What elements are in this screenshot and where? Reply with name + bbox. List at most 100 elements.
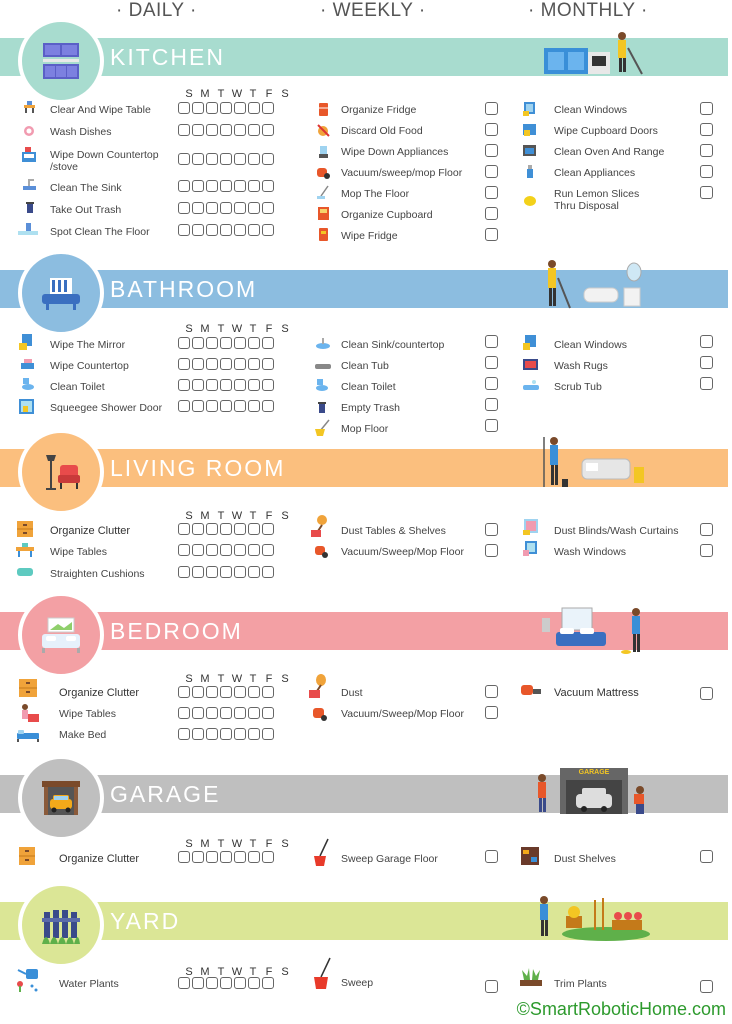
bathroom-cleaning-scene-icon bbox=[548, 260, 642, 309]
bathroom-daily-checkboxes-4[interactable] bbox=[178, 400, 274, 412]
bedroom-daily-checkboxes-1[interactable] bbox=[178, 686, 274, 698]
task-organize-cupboard: Organize Cupboard bbox=[341, 209, 433, 221]
shower-door-icon bbox=[19, 399, 34, 414]
checkbox-organize-fridge[interactable] bbox=[485, 102, 498, 115]
task-dust-shelves: Dust Shelves bbox=[554, 853, 616, 865]
toilet-icon bbox=[22, 378, 34, 390]
checkbox-clean-windows-kitchen[interactable] bbox=[700, 102, 713, 115]
kitchen-cabinet-icon bbox=[18, 18, 104, 104]
checkbox-mop-floor[interactable] bbox=[485, 186, 498, 199]
task-lemon-disposal: Run Lemon Slices Thru Disposal bbox=[554, 188, 640, 212]
footer-copyright: ©SmartRoboticHome.com bbox=[516, 999, 726, 1019]
garage-daily-checkboxes-1[interactable] bbox=[178, 851, 274, 863]
checkbox-clean-appliances[interactable] bbox=[700, 165, 713, 178]
sink-bath-icon bbox=[316, 338, 330, 349]
bathroom-daily-checkboxes-2[interactable] bbox=[178, 358, 274, 370]
checkbox-wipe-cupboard-doors[interactable] bbox=[700, 123, 713, 136]
checkbox-clean-windows-bath[interactable] bbox=[700, 335, 713, 348]
task-sweep-garage-floor: Sweep Garage Floor bbox=[341, 853, 438, 865]
task-wipe-mirror: Wipe The Mirror bbox=[50, 339, 126, 351]
checkbox-clean-sink-countertop[interactable] bbox=[485, 335, 498, 348]
living-daily-checkboxes-3[interactable] bbox=[178, 566, 274, 578]
bedroom-daily-checkboxes-3[interactable] bbox=[178, 728, 274, 740]
cushion-icon bbox=[17, 568, 33, 576]
countertop-icon bbox=[21, 359, 34, 369]
kitchen-daily-checkboxes-3[interactable] bbox=[178, 153, 274, 165]
bathtub-icon bbox=[18, 250, 104, 336]
kitchen-daily-checkboxes-1[interactable] bbox=[178, 102, 274, 114]
checkbox-vacuum-sweep-mop-bedroom[interactable] bbox=[485, 706, 498, 719]
task-vacuum-mattress: Vacuum Mattress bbox=[554, 687, 639, 699]
checkbox-empty-trash[interactable] bbox=[485, 398, 498, 411]
checkbox-wipe-fridge[interactable] bbox=[485, 228, 498, 241]
checkbox-wipe-appliances[interactable] bbox=[485, 144, 498, 157]
spray-bottle-icon bbox=[527, 165, 533, 178]
window-living-icon bbox=[523, 541, 537, 556]
checkbox-dust-blinds-curtains[interactable] bbox=[700, 523, 713, 536]
checkbox-scrub-tub[interactable] bbox=[700, 377, 713, 390]
living-daily-checkboxes-1[interactable] bbox=[178, 523, 274, 535]
task-make-bed: Make Bed bbox=[59, 729, 107, 741]
fence-plants-icon bbox=[18, 882, 104, 968]
checkbox-dust-shelves[interactable] bbox=[700, 850, 713, 863]
daily-column-heading: · DAILY · bbox=[116, 0, 197, 21]
checkbox-mop-floor-bath[interactable] bbox=[485, 419, 498, 432]
living-daily-checkboxes-2[interactable] bbox=[178, 544, 274, 556]
checkbox-clean-oven-range[interactable] bbox=[700, 144, 713, 157]
checkbox-vacuum-mattress[interactable] bbox=[700, 687, 713, 700]
checkbox-vacuum-sweep-mop-living[interactable] bbox=[485, 544, 498, 557]
yard-daily-checkboxes-1[interactable] bbox=[178, 977, 274, 989]
kitchen-daily-checkboxes-4[interactable] bbox=[178, 180, 274, 192]
task-wash-dishes: Wash Dishes bbox=[50, 126, 112, 138]
bathroom-daily-checkboxes-1[interactable] bbox=[178, 337, 274, 349]
task-straighten-cushions: Straighten Cushions bbox=[50, 568, 145, 580]
task-clear-wipe-table: Clear And Wipe Table bbox=[50, 104, 151, 116]
task-wipe-appliances: Wipe Down Appliances bbox=[341, 146, 449, 158]
wipe-fridge-icon bbox=[319, 228, 328, 241]
bedroom-daily-checkboxes-2[interactable] bbox=[178, 707, 274, 719]
task-wipe-tables-bedroom: Wipe Tables bbox=[59, 708, 117, 720]
checkbox-sweep-yard[interactable] bbox=[485, 980, 498, 993]
checkbox-sweep-garage-floor[interactable] bbox=[485, 850, 498, 863]
task-wipe-tables-living: Wipe Tables bbox=[50, 546, 108, 558]
task-clean-toilet: Clean Toilet bbox=[50, 381, 105, 393]
bathroom-daily-checkboxes-3[interactable] bbox=[178, 379, 274, 391]
checkbox-discard-old-food[interactable] bbox=[485, 123, 498, 136]
fridge-icon bbox=[319, 103, 328, 116]
checkbox-clean-toilet-weekly[interactable] bbox=[485, 377, 498, 390]
tub-icon bbox=[315, 364, 331, 369]
checkbox-trim-plants[interactable] bbox=[700, 980, 713, 993]
vacuum-icon bbox=[317, 168, 330, 179]
checkbox-clean-tub[interactable] bbox=[485, 356, 498, 369]
checkbox-vacuum-sweep-mop[interactable] bbox=[485, 165, 498, 178]
bedroom-band: BEDROOM bbox=[0, 612, 728, 650]
task-vacuum-sweep-mop-living: Vacuum/Sweep/Mop Floor bbox=[341, 546, 464, 558]
plants-icon bbox=[520, 968, 542, 986]
kitchen-daily-checkboxes-6[interactable] bbox=[178, 224, 274, 236]
dishes-icon bbox=[24, 126, 34, 136]
task-spot-clean-floor: Spot Clean The Floor bbox=[50, 226, 150, 238]
checkbox-lemon-disposal[interactable] bbox=[700, 186, 713, 199]
task-wipe-cupboard-doors: Wipe Cupboard Doors bbox=[554, 125, 658, 137]
task-wipe-fridge: Wipe Fridge bbox=[341, 230, 398, 242]
checkbox-wash-windows[interactable] bbox=[700, 544, 713, 557]
task-water-plants: Water Plants bbox=[59, 978, 119, 990]
armchair-lamp-icon bbox=[18, 429, 104, 515]
kitchen-daily-checkboxes-2[interactable] bbox=[178, 124, 274, 136]
monthly-column-heading: · MONTHLY · bbox=[528, 0, 648, 21]
garage-sign: GARAGE bbox=[578, 769, 610, 776]
checkbox-dust-tables-shelves[interactable] bbox=[485, 523, 498, 536]
drawer-garage-icon bbox=[19, 847, 35, 865]
checkbox-organize-cupboard[interactable] bbox=[485, 207, 498, 220]
task-clean-windows-bath: Clean Windows bbox=[554, 339, 627, 351]
checkbox-wash-rugs[interactable] bbox=[700, 356, 713, 369]
task-mop-floor: Mop The Floor bbox=[341, 188, 410, 200]
mirror-icon bbox=[19, 334, 32, 350]
kitchen-daily-checkboxes-5[interactable] bbox=[178, 202, 274, 214]
task-wash-windows: Wash Windows bbox=[554, 546, 626, 558]
checkbox-dust-bedroom[interactable] bbox=[485, 685, 498, 698]
vacuum-mattress-icon bbox=[521, 685, 541, 695]
